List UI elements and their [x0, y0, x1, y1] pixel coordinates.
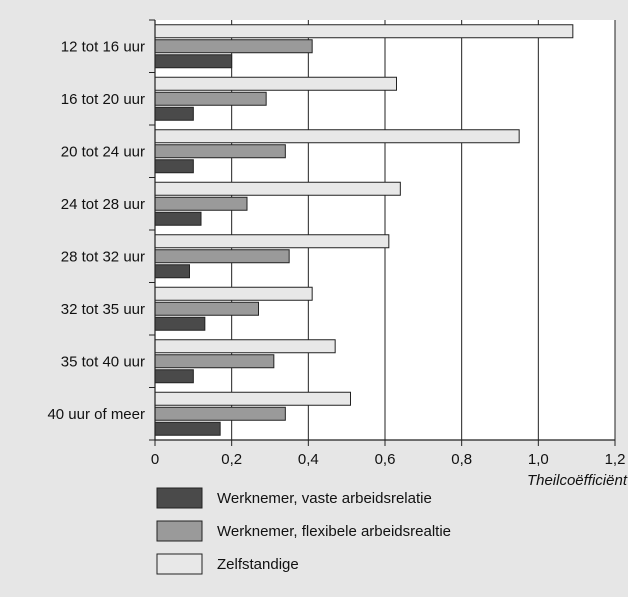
- bar: [154, 91, 267, 106]
- legend-swatch: [156, 520, 203, 542]
- x-tick-label: 0,2: [221, 451, 242, 468]
- bar: [154, 301, 259, 316]
- bar: [154, 24, 574, 39]
- bar: [154, 181, 401, 196]
- bar: [154, 106, 194, 121]
- x-tick-label: 0: [151, 451, 159, 468]
- bar: [154, 316, 206, 331]
- category-label: 24 tot 28 uur: [61, 196, 145, 213]
- bar: [154, 391, 351, 406]
- bar: [154, 421, 221, 436]
- x-tick-label: 1,2: [605, 451, 626, 468]
- x-tick-label: 0,8: [451, 451, 472, 468]
- bar: [154, 264, 190, 279]
- category-labels: 12 tot 16 uur 16 tot 20 uur 20 tot 24 uur 2…: [47, 38, 145, 423]
- category-label: 12 tot 16 uur: [61, 38, 145, 55]
- bar: [154, 339, 336, 354]
- legend-swatch: [156, 553, 203, 575]
- bar: [154, 369, 194, 384]
- bar: [154, 249, 290, 264]
- bar: [154, 406, 286, 421]
- axes: [149, 19, 616, 446]
- bar: [154, 76, 397, 91]
- x-tick-label: 0,6: [375, 451, 396, 468]
- bar: [154, 159, 194, 174]
- bar: [154, 196, 248, 211]
- x-axis-label: Theilcoëfficiënt: [527, 472, 628, 489]
- legend-label: Werknemer, vaste arbeidsrelatie: [217, 490, 432, 507]
- legend: Werknemer, vaste arbeidsrelatie Werknemer…: [156, 487, 451, 575]
- category-label: 20 tot 24 uur: [61, 143, 145, 160]
- category-label: 40 uur of meer: [47, 406, 145, 423]
- bar: [154, 54, 233, 69]
- bar: [154, 211, 202, 226]
- x-tick-labels: 0 0,2 0,4 0,6 0,8 1,0 1,2: [151, 451, 626, 468]
- bar: [154, 39, 313, 54]
- legend-label: Werknemer, flexibele arbeidsrealtie: [217, 523, 451, 540]
- category-label: 32 tot 35 uur: [61, 301, 145, 318]
- bar: [154, 234, 390, 249]
- category-label: 35 tot 40 uur: [61, 353, 145, 370]
- bar: [154, 286, 313, 301]
- legend-swatch: [156, 487, 203, 509]
- x-tick-label: 0,4: [298, 451, 319, 468]
- x-tick-label: 1,0: [528, 451, 549, 468]
- legend-label: Zelfstandige: [217, 556, 299, 573]
- bar: [154, 129, 520, 144]
- category-label: 28 tot 32 uur: [61, 248, 145, 265]
- bar: [154, 144, 286, 159]
- category-label: 16 tot 20 uur: [61, 91, 145, 108]
- bar: [154, 354, 275, 369]
